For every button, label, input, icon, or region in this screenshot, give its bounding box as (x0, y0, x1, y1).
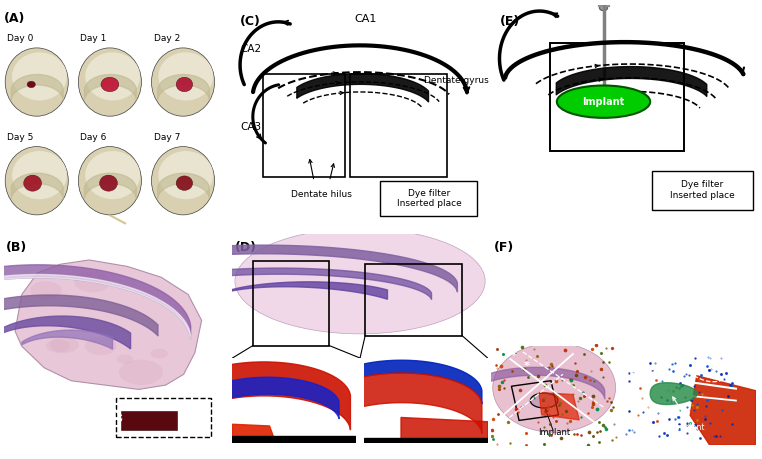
Ellipse shape (150, 349, 168, 358)
Text: CA3: CA3 (240, 122, 261, 132)
Text: Dentate hilus: Dentate hilus (291, 190, 352, 199)
Polygon shape (22, 330, 113, 349)
Ellipse shape (176, 176, 193, 190)
Text: CA2: CA2 (240, 44, 261, 54)
Ellipse shape (101, 77, 119, 92)
Text: CA1: CA1 (354, 14, 376, 24)
Ellipse shape (78, 146, 142, 215)
Polygon shape (0, 316, 130, 349)
Ellipse shape (600, 5, 607, 11)
Ellipse shape (152, 146, 215, 215)
Text: (C): (C) (240, 15, 261, 28)
Text: (B): (B) (6, 241, 27, 253)
Ellipse shape (78, 48, 142, 116)
Ellipse shape (12, 151, 67, 199)
Ellipse shape (24, 175, 41, 191)
Text: Day 7: Day 7 (154, 133, 180, 142)
Polygon shape (232, 424, 276, 443)
Ellipse shape (50, 336, 78, 353)
Text: Day 6: Day 6 (81, 133, 107, 142)
Text: Day 1: Day 1 (81, 34, 107, 43)
Ellipse shape (235, 229, 485, 334)
Text: (F): (F) (494, 241, 514, 253)
Ellipse shape (119, 360, 163, 385)
Text: Day 5: Day 5 (8, 133, 34, 142)
Text: Dye filter
Inserted place: Dye filter Inserted place (670, 180, 735, 200)
Ellipse shape (5, 146, 69, 215)
Polygon shape (219, 282, 387, 299)
Ellipse shape (12, 52, 67, 101)
Text: (A): (A) (4, 12, 25, 25)
Polygon shape (15, 260, 202, 389)
Polygon shape (401, 418, 488, 443)
Ellipse shape (74, 272, 110, 292)
Polygon shape (364, 438, 488, 443)
Bar (511, 381, 559, 420)
Ellipse shape (493, 343, 616, 432)
Text: Day 0: Day 0 (8, 34, 34, 43)
Polygon shape (232, 436, 357, 443)
Text: Dentate gyrus: Dentate gyrus (424, 76, 488, 84)
Text: Implant: Implant (675, 423, 705, 432)
Ellipse shape (158, 151, 213, 199)
Text: (D): (D) (235, 241, 257, 253)
Ellipse shape (152, 48, 215, 116)
Text: *: * (511, 351, 517, 361)
Ellipse shape (158, 52, 213, 101)
Ellipse shape (85, 151, 140, 199)
FancyBboxPatch shape (120, 411, 177, 431)
Polygon shape (690, 376, 756, 445)
Ellipse shape (176, 77, 193, 92)
Text: Day 2: Day 2 (154, 34, 180, 43)
Ellipse shape (30, 281, 62, 299)
Text: (E): (E) (500, 15, 520, 28)
Ellipse shape (117, 354, 133, 364)
Ellipse shape (100, 175, 117, 191)
Ellipse shape (85, 337, 117, 355)
Ellipse shape (557, 85, 650, 118)
Text: Implant: Implant (582, 97, 625, 106)
Ellipse shape (530, 393, 558, 408)
Text: Implant: Implant (538, 428, 570, 437)
Polygon shape (650, 383, 697, 404)
Ellipse shape (5, 48, 69, 116)
Ellipse shape (85, 52, 140, 101)
Polygon shape (539, 392, 579, 420)
Ellipse shape (46, 339, 69, 353)
Text: *: * (523, 361, 530, 371)
Ellipse shape (27, 81, 35, 88)
Text: Dye filter
Inserted place: Dye filter Inserted place (396, 189, 461, 208)
